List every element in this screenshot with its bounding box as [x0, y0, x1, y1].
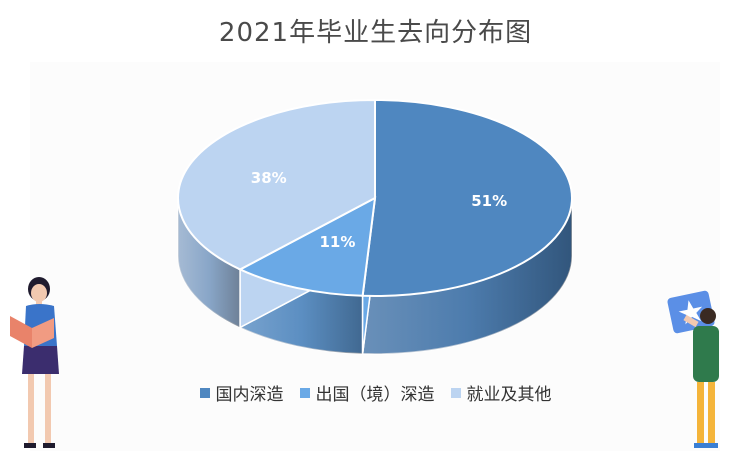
- legend-swatch-0: [199, 387, 210, 398]
- legend-label-0: 国内深造: [215, 385, 284, 405]
- data-label-0: 51%: [471, 192, 507, 210]
- pie-side-shade-2: [178, 198, 241, 328]
- man-holding-star-card-icon: [667, 290, 719, 448]
- legend-item-1[interactable]: 出国（境）深造: [299, 380, 435, 405]
- woman-reading-book-icon: [10, 277, 59, 448]
- pie-slice-0[interactable]: [361, 98, 573, 297]
- legend-swatch-1: [299, 387, 310, 398]
- data-label-2: 38%: [251, 169, 287, 187]
- legend-swatch-2: [450, 387, 461, 398]
- chart-legend: 国内深造 出国（境）深造 就业及其他: [0, 380, 751, 405]
- data-label-1: 11%: [319, 233, 355, 251]
- pie-side-shade-0: [362, 198, 572, 354]
- legend-label-2: 就业及其他: [466, 385, 552, 405]
- pie-slice-2[interactable]: [177, 98, 376, 271]
- legend-label-1: 出国（境）深造: [315, 385, 435, 405]
- pie-slice-1[interactable]: [237, 196, 377, 297]
- legend-item-0[interactable]: 国内深造: [199, 380, 284, 405]
- legend-item-2[interactable]: 就业及其他: [450, 380, 552, 405]
- chart-title: 2021年毕业生去向分布图: [218, 18, 533, 48]
